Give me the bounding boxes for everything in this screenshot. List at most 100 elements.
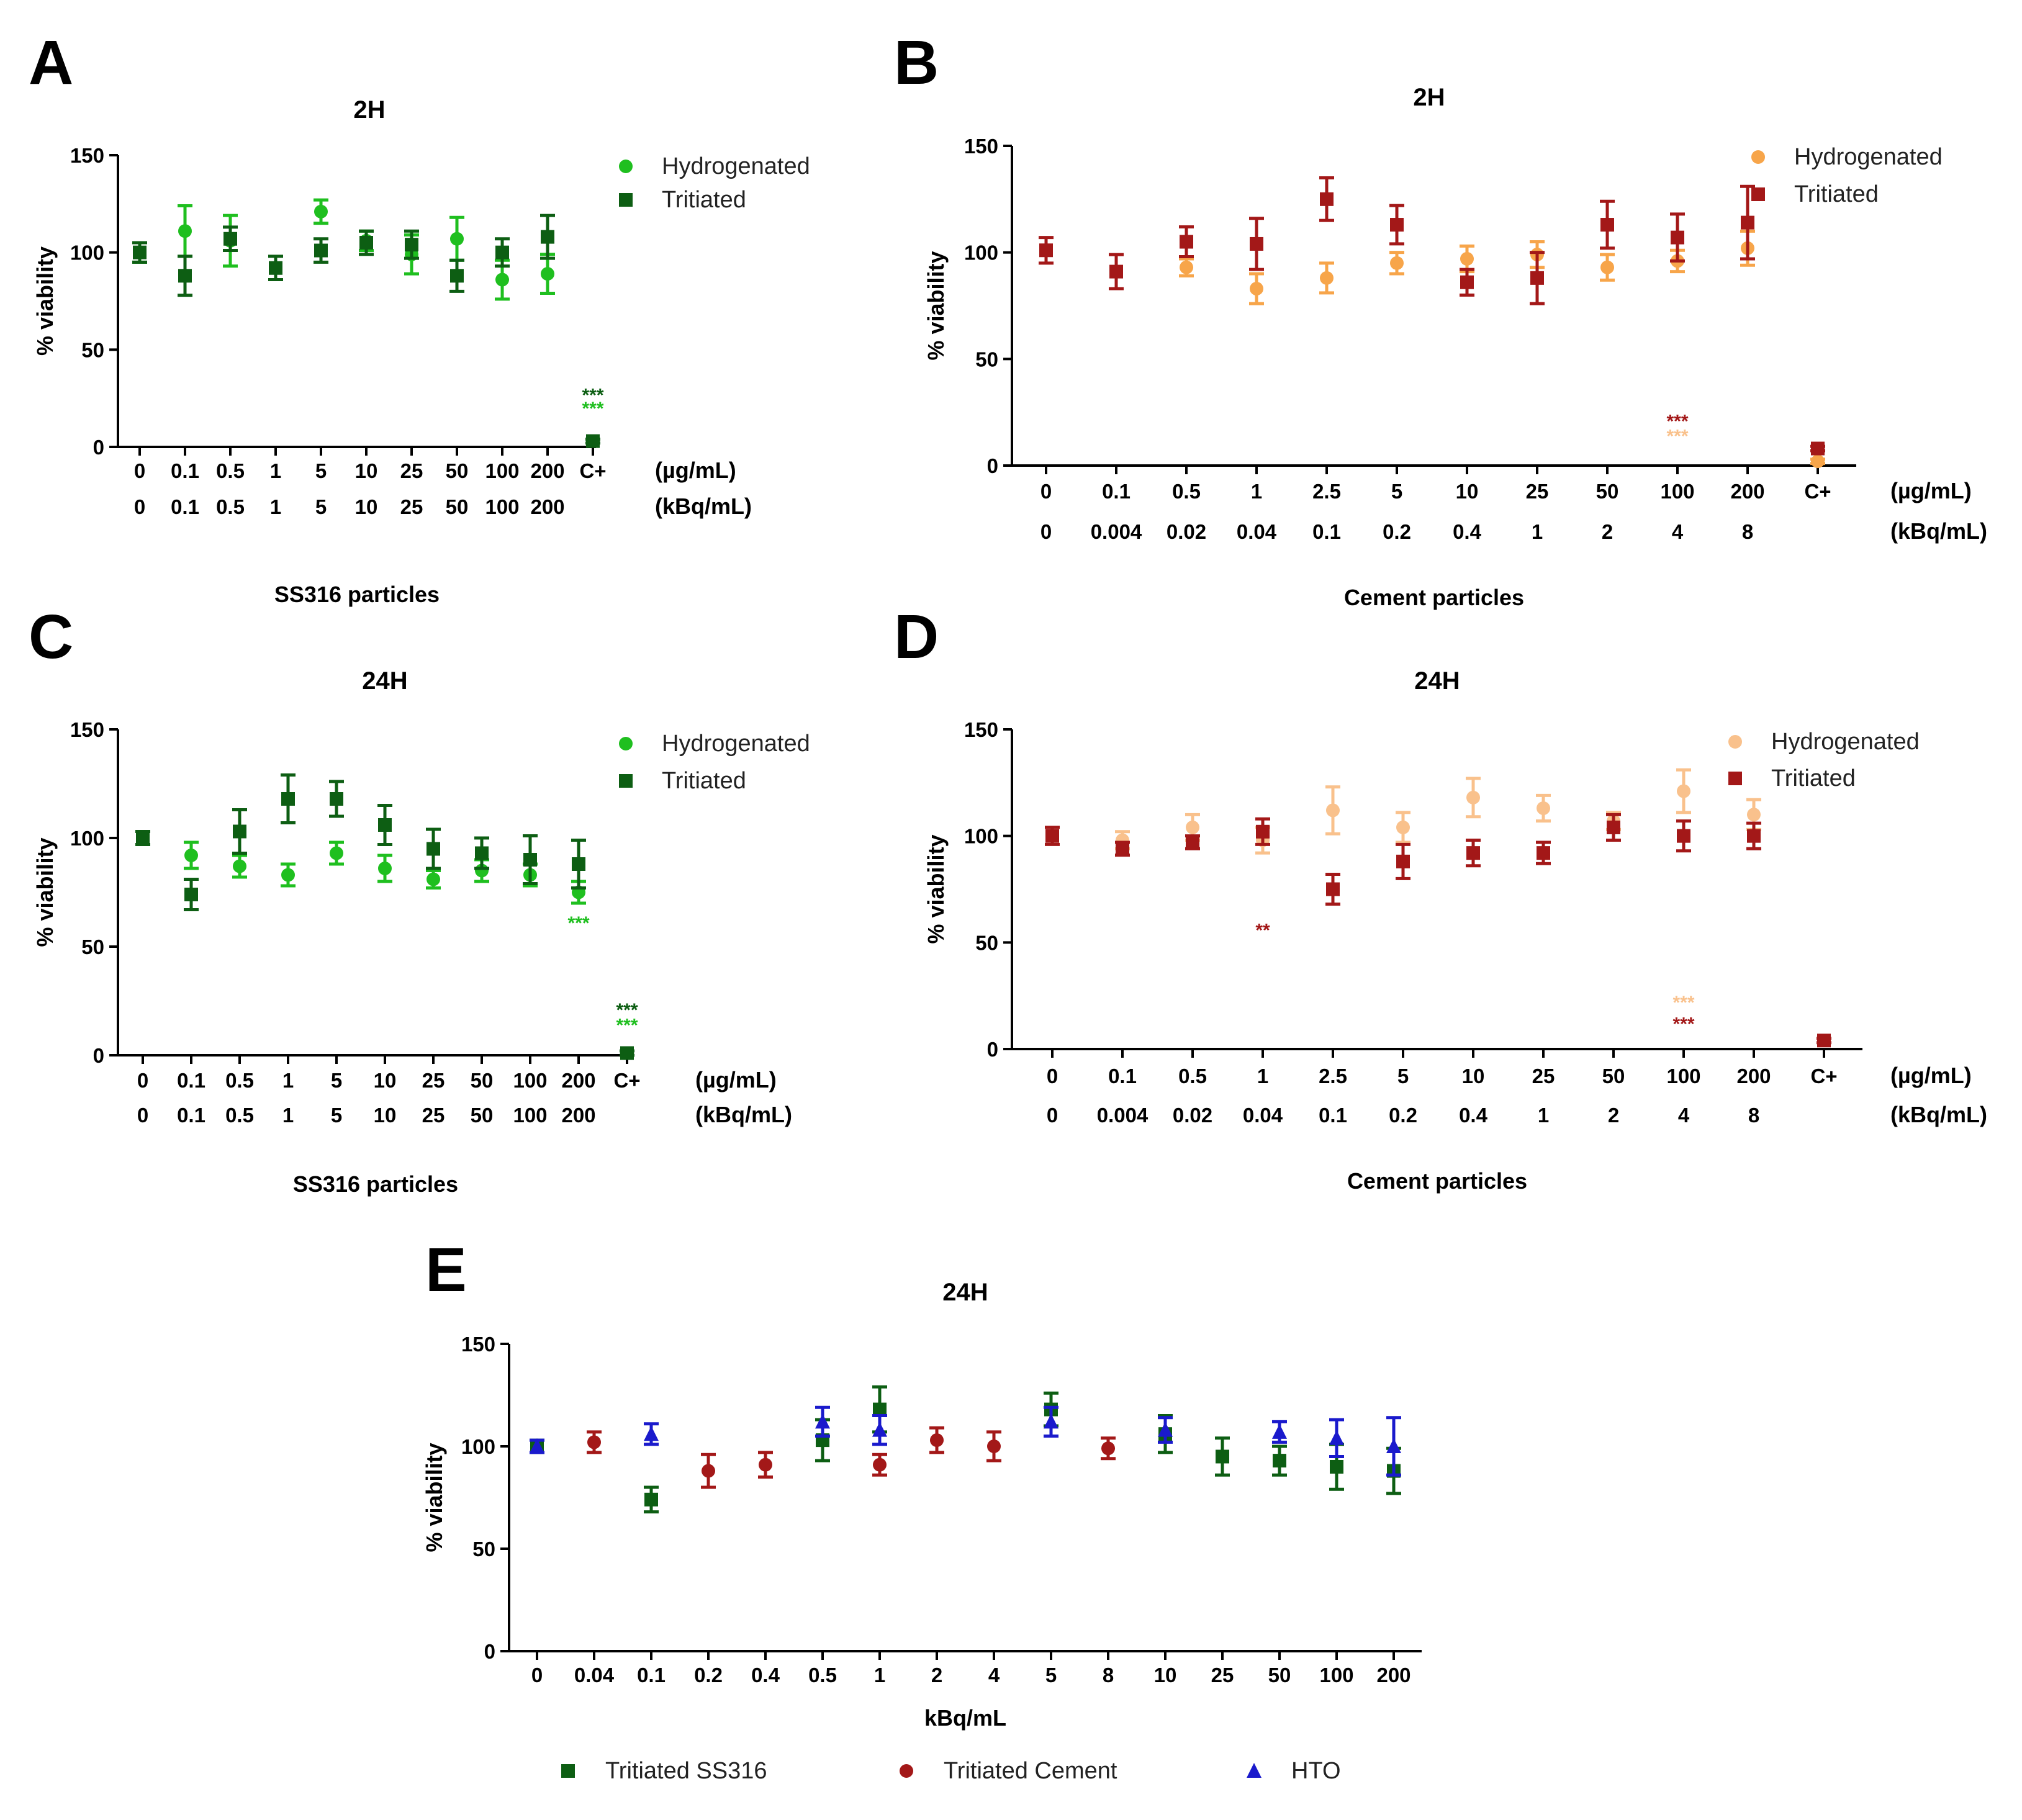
significance-mark: *** (1666, 426, 1688, 447)
data-point (759, 1457, 772, 1472)
x-tick-label: 25 (422, 1069, 445, 1092)
legend-item: Tritiated Cement (900, 1758, 1117, 1784)
x-tick-label: 5 (1391, 480, 1402, 503)
x-tick-label: 50 (1596, 480, 1619, 503)
x-tick-label: 4 (988, 1664, 1000, 1687)
data-point (184, 849, 198, 862)
legend-marker (1751, 187, 1765, 201)
data-point (1044, 1413, 1058, 1429)
x-tick-label: 0.5 (1172, 480, 1201, 503)
data-point (1326, 803, 1340, 818)
legend-label: Hydrogenated (1794, 144, 1943, 170)
legend-marker (1751, 150, 1765, 164)
legend-label: Hydrogenated (1771, 729, 1920, 755)
x-tick-label: 1 (270, 495, 281, 518)
data-point (1677, 829, 1690, 843)
data-point (1045, 829, 1059, 843)
series-hydrogenated (1179, 229, 1825, 469)
x-tick-label: 10 (1462, 1065, 1485, 1088)
legend-marker (619, 737, 633, 750)
data-point (378, 862, 392, 875)
data-point (1396, 854, 1410, 868)
panel-letter: D (894, 602, 939, 672)
data-point (136, 831, 150, 845)
series-tritiated (1039, 176, 1825, 456)
x-tick-label: 0.1 (1102, 480, 1131, 503)
legend-item: Tritiated (1751, 181, 1879, 207)
x-tick-label: 25 (400, 495, 423, 518)
legend-label: Tritiated (662, 187, 746, 213)
data-point (223, 232, 237, 246)
x-tick-label: 50 (471, 1069, 494, 1092)
x-tick-label: 0.1 (1312, 520, 1341, 543)
series-tritiated-cement (587, 1426, 1116, 1489)
y-axis-label: % viability (923, 251, 949, 360)
x-tick-label: 0.1 (1319, 1104, 1347, 1127)
x-tick-label: 10 (374, 1104, 397, 1127)
y-tick-label: 50 (81, 338, 104, 361)
x-axis-label: SS316 particles (274, 582, 440, 607)
x-tick-label: 10 (374, 1069, 397, 1092)
panel-letter: E (425, 1235, 467, 1305)
data-point (541, 230, 554, 244)
data-point (1186, 835, 1199, 849)
data-point (987, 1439, 1001, 1453)
data-point (644, 1426, 659, 1441)
data-point (1272, 1423, 1287, 1439)
x-tick-label: 100 (485, 495, 519, 518)
legend-label: Tritiated (1771, 765, 1856, 791)
data-point (1537, 801, 1550, 816)
data-point (427, 872, 440, 886)
x-tick-label: 25 (1532, 1065, 1555, 1088)
x-tick-label: 0.1 (1108, 1065, 1137, 1088)
x-tick-label: 50 (1602, 1065, 1625, 1088)
data-point (1530, 271, 1544, 285)
data-point (1101, 1441, 1115, 1456)
series-tritiated (1045, 813, 1831, 1048)
x-tick-label: 0.4 (751, 1664, 780, 1687)
x-tick-label: 2 (1608, 1104, 1619, 1127)
x-tick-label: 0 (1040, 480, 1052, 503)
x-axis-label: Cement particles (1344, 585, 1524, 610)
y-tick-label: 0 (987, 1038, 998, 1061)
x-tick-label: 5 (331, 1104, 342, 1127)
data-point (359, 236, 373, 250)
data-point (450, 232, 464, 246)
data-point (1741, 215, 1754, 230)
data-point (1677, 784, 1690, 798)
x-tick-label: 2.5 (1312, 480, 1341, 503)
y-tick-label: 100 (461, 1435, 495, 1458)
legend-label: Tritiated Cement (944, 1758, 1117, 1784)
x-tick-label: 1 (282, 1104, 294, 1127)
legend-marker (900, 1764, 913, 1778)
x-tick-label: 25 (1526, 480, 1549, 503)
legend-item: HTO (1247, 1758, 1341, 1784)
legend-item: Hydrogenated (1728, 729, 1920, 755)
y-tick-label: 50 (472, 1538, 495, 1561)
y-tick-label: 0 (987, 454, 998, 477)
x-axis-label: SS316 particles (293, 1171, 458, 1197)
x-unit-label: (µg/mL) (1890, 478, 1972, 503)
data-point (1326, 882, 1340, 896)
data-point (1811, 454, 1825, 469)
data-point (475, 846, 489, 860)
data-point (1250, 237, 1263, 251)
panel-letter: A (29, 28, 73, 97)
legend-item: Tritiated (619, 187, 746, 213)
x-tick-label: 0.2 (1389, 1104, 1417, 1127)
x-unit-label: (kBq/mL) (695, 1102, 792, 1127)
y-tick-label: 50 (975, 931, 998, 954)
x-tick-label: 0.04 (574, 1664, 615, 1687)
y-tick-label: 150 (964, 718, 998, 741)
legend-label: Tritiated SS316 (605, 1758, 767, 1784)
x-tick-label: 200 (561, 1104, 595, 1127)
data-point (1039, 243, 1053, 258)
y-tick-label: 150 (70, 144, 104, 167)
x-tick-label: 0 (1047, 1104, 1058, 1127)
y-tick-label: 100 (70, 241, 104, 264)
y-axis-label: % viability (422, 1443, 447, 1552)
legend-item: Tritiated (1728, 765, 1856, 791)
data-point (1671, 230, 1684, 245)
